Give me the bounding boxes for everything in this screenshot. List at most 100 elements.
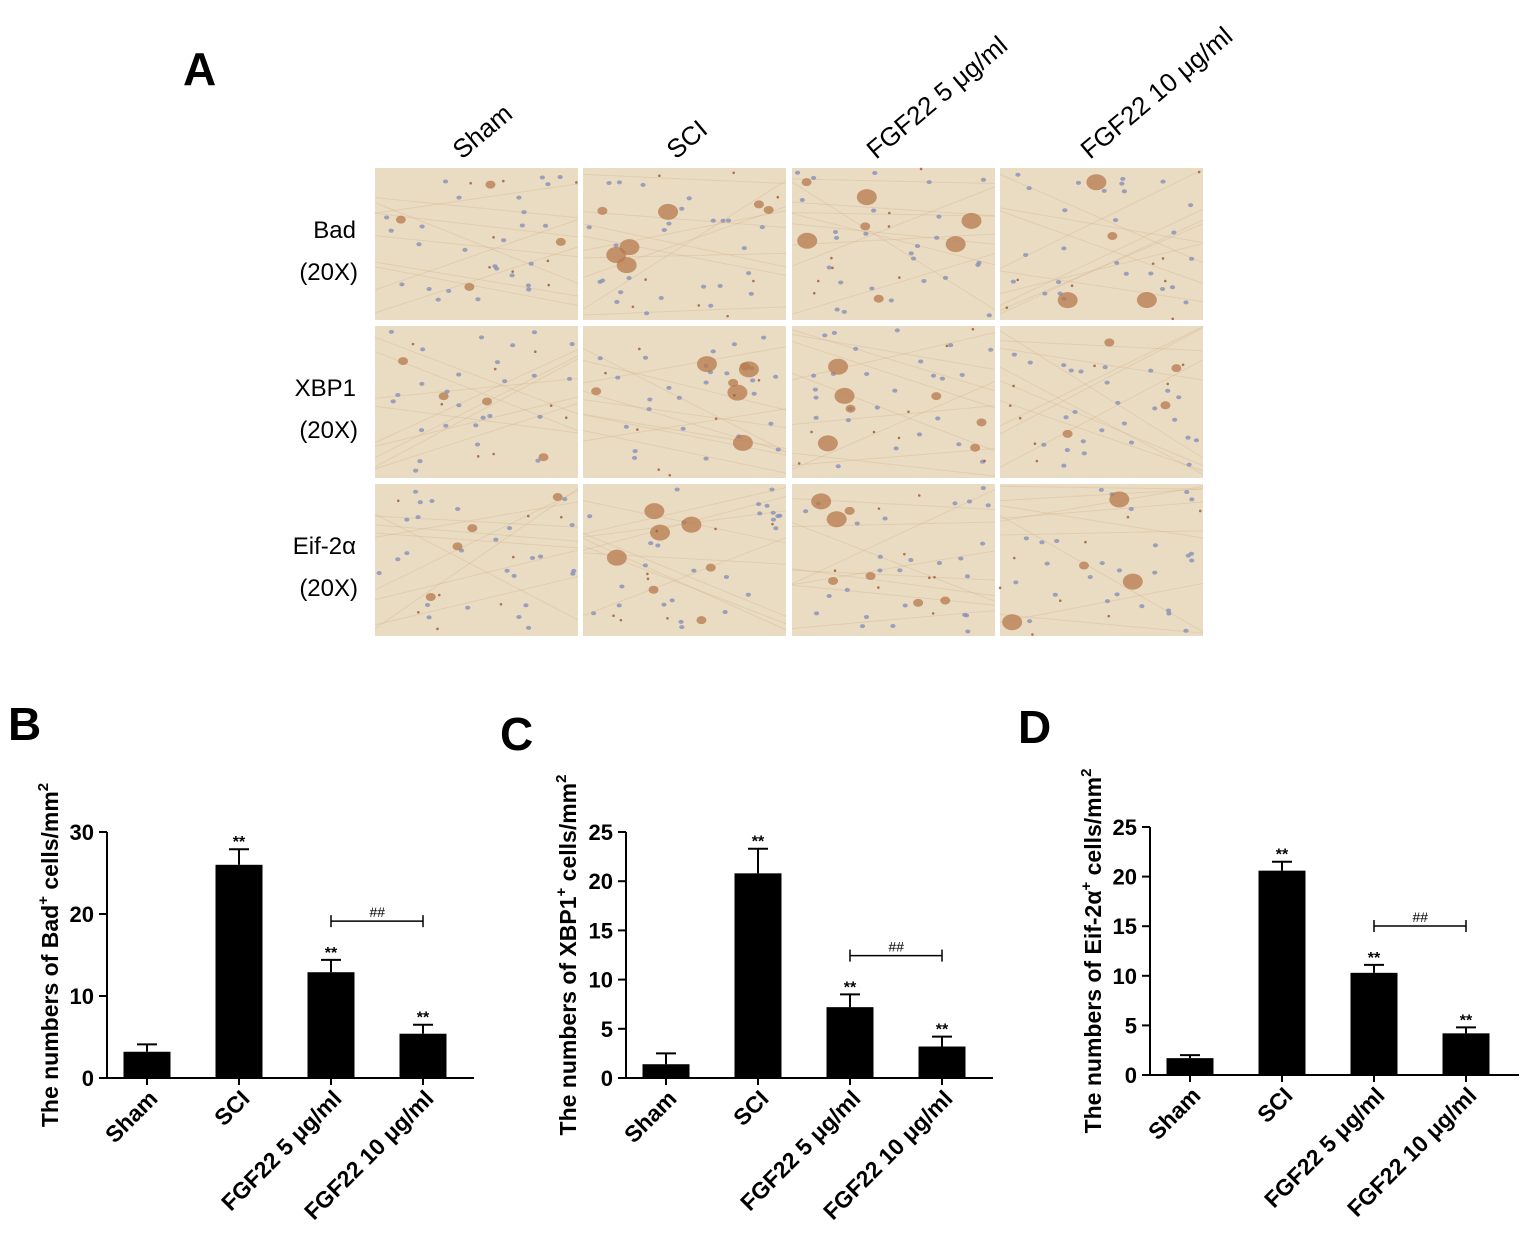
y-tick-label: 15 [1113, 914, 1137, 939]
nucleus [632, 449, 638, 454]
tissue-fiber [791, 372, 996, 452]
stain-speck [771, 522, 774, 526]
nucleus [1041, 442, 1047, 447]
nucleus [813, 415, 819, 420]
y-axis-label: The numbers of XBP1+ cells/mm2 [553, 775, 581, 1136]
tissue-fiber [791, 213, 996, 266]
nucleus [569, 522, 575, 527]
nucleus [642, 355, 649, 360]
tissue-fiber [999, 210, 1204, 284]
nucleus [833, 235, 840, 240]
stained-cell [1160, 401, 1171, 410]
tissue-fiber [374, 358, 579, 468]
tissue-fiber [374, 405, 579, 434]
y-tick-label: 10 [1113, 964, 1137, 989]
nucleus [442, 179, 449, 184]
micrograph-tile [582, 484, 787, 636]
stain-speck [917, 494, 921, 497]
stained-cell [940, 596, 951, 605]
significance-label: ** [1368, 950, 1381, 967]
nucleus [509, 273, 515, 278]
tissue-fiber [582, 532, 787, 617]
stain-speck [1181, 363, 1185, 367]
nucleus [417, 500, 423, 505]
nucleus [877, 554, 883, 559]
stain-speck [501, 179, 505, 183]
nucleus [877, 568, 883, 573]
stained-cell [438, 392, 449, 401]
nucleus [1165, 608, 1172, 613]
stain-speck [897, 436, 901, 440]
stain-speck [1171, 317, 1175, 321]
nucleus [419, 224, 425, 229]
stain-speck [547, 283, 551, 287]
nucleus [1064, 448, 1070, 453]
stained-cell [395, 215, 406, 224]
stain-speck [1163, 279, 1167, 283]
nucleus [1152, 406, 1158, 411]
nucleus [1114, 260, 1120, 265]
nucleus [1061, 246, 1067, 251]
stain-speck [757, 378, 761, 382]
nucleus [418, 428, 425, 433]
stain-speck [646, 572, 649, 576]
stained-cell [658, 203, 679, 220]
nucleus [948, 343, 954, 348]
nucleus [869, 286, 875, 291]
tissue-fiber [791, 521, 996, 528]
stain-speck [877, 507, 881, 510]
stained-cell [606, 246, 627, 263]
nucleus [724, 371, 730, 376]
nucleus [813, 611, 820, 616]
nucleus [429, 498, 435, 503]
nucleus [501, 238, 507, 243]
category-label: SCI [728, 1085, 773, 1130]
nucleus [826, 265, 832, 270]
stain-speck [646, 577, 650, 581]
stain-speck [533, 350, 537, 353]
stain-speck [1031, 633, 1034, 636]
nucleus [510, 343, 516, 348]
nucleus [723, 574, 730, 579]
stain-speck [797, 462, 801, 465]
nucleus [882, 516, 888, 521]
tissue-fiber [791, 521, 996, 602]
nucleus [988, 347, 994, 352]
y-axis-label-unit: cells/mm [1080, 777, 1106, 882]
nucleus [966, 499, 973, 504]
tissue-fiber [999, 223, 1204, 311]
nucleus [910, 256, 917, 261]
stained-cell [696, 356, 717, 373]
nucleus [600, 278, 606, 283]
nucleus [526, 287, 532, 292]
stained-cell [801, 178, 812, 187]
tissue-fiber [791, 550, 996, 586]
stain-speck [1126, 515, 1130, 519]
nucleus [475, 297, 481, 302]
stain-speck [931, 612, 935, 615]
nucleus [703, 456, 709, 461]
stain-speck [492, 452, 495, 456]
row-label-1: XBP1 [295, 375, 356, 402]
tissue-fiber [791, 568, 996, 597]
nucleus [661, 227, 667, 232]
nucleus [764, 503, 770, 508]
stain-speck [1151, 262, 1155, 265]
tissue-fiber [374, 549, 579, 601]
nucleus [1186, 462, 1192, 467]
stain-speck [776, 195, 780, 199]
tissue-fiber [999, 326, 1204, 427]
tissue-fiber [791, 452, 996, 477]
tissue-fiber [582, 223, 787, 268]
nucleus [478, 335, 485, 340]
tissue-fiber [999, 330, 1204, 459]
stain-speck [666, 616, 669, 620]
y-axis-label-unit-sup: 2 [553, 775, 570, 783]
nucleus [676, 395, 682, 400]
tile-background [583, 168, 786, 320]
nucleus [908, 558, 914, 563]
stain-speck [714, 417, 718, 421]
stained-cell [1109, 491, 1130, 508]
stained-cell [913, 598, 924, 607]
nucleus [644, 311, 650, 316]
